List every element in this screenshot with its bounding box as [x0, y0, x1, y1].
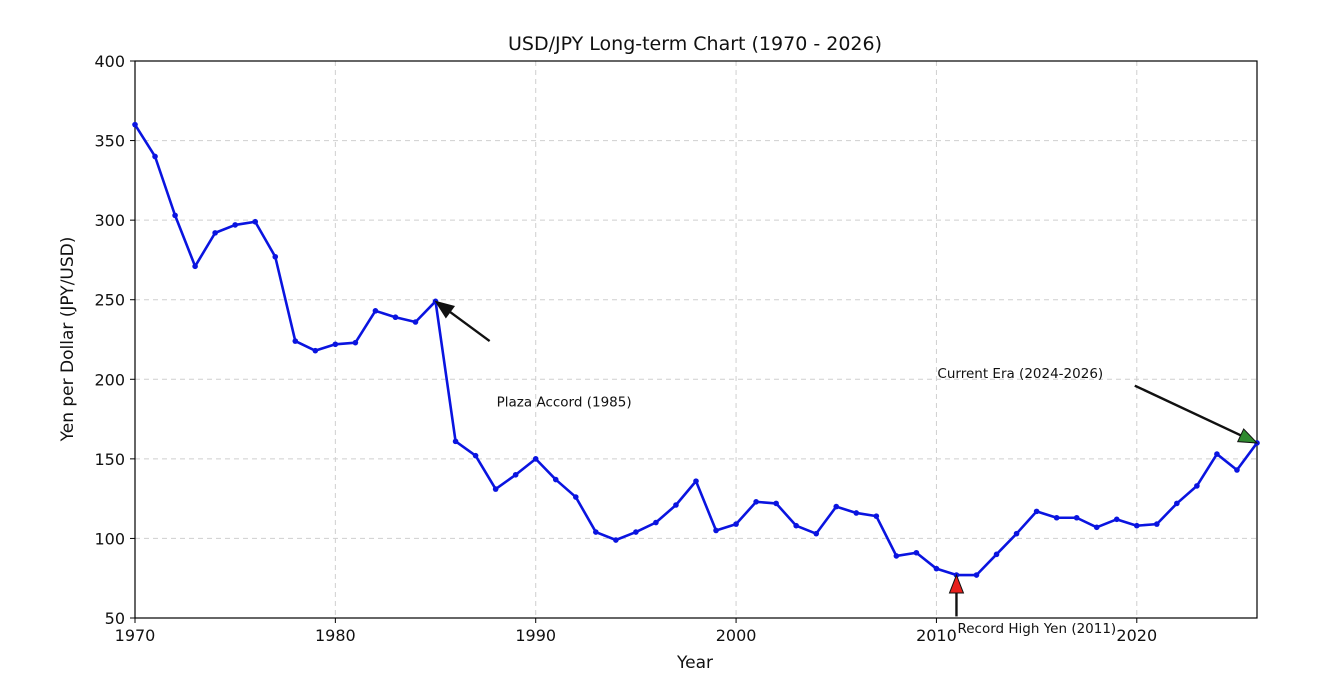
y-tick-label: 400: [94, 52, 125, 71]
data-point: [813, 530, 820, 537]
data-point: [613, 537, 619, 543]
data-point: [1194, 483, 1200, 489]
data-point: [152, 153, 158, 160]
data-point: [492, 486, 499, 492]
data-point: [572, 494, 579, 500]
data-point: [372, 308, 379, 314]
y-tick-label: 200: [94, 370, 125, 389]
y-tick-label: 300: [94, 211, 125, 230]
data-point: [793, 522, 799, 529]
data-point: [993, 551, 1000, 558]
annotation-arrow-shaft: [1134, 384, 1242, 437]
annotation-arrow-head: [434, 300, 456, 319]
x-tick-label: 1990: [515, 626, 556, 645]
annotations: Plaza Accord (1985) Record High Yen (2011…: [434, 300, 1259, 637]
data-point: [312, 347, 319, 354]
y-tick-label: 50: [105, 609, 125, 628]
data-point: [1113, 516, 1120, 523]
data-point: [192, 263, 198, 270]
series-layer: [132, 121, 1260, 578]
data-point: [472, 452, 479, 459]
data-point: [532, 456, 539, 462]
grid-lines: [134, 60, 1257, 619]
data-point: [552, 476, 559, 483]
data-point: [212, 230, 218, 236]
y-tick-label: 350: [94, 132, 125, 151]
data-point: [773, 500, 779, 507]
data-point: [833, 503, 840, 510]
plot-frame: [134, 60, 1258, 619]
axis-ticks: 1970 1980 1990 2000 2010 2020 50 100 150 200 250 30…: [94, 52, 1157, 645]
data-point: [352, 339, 359, 346]
series-line: [133, 123, 1259, 577]
data-point: [853, 510, 860, 516]
data-point: [1013, 530, 1020, 537]
y-tick-label: 100: [94, 529, 125, 548]
data-point: [913, 549, 920, 556]
data-point: [593, 529, 599, 535]
data-point: [673, 502, 679, 508]
data-point: [933, 565, 940, 572]
data-point: [132, 121, 138, 128]
x-tick-label: 1980: [315, 626, 356, 645]
data-point: [512, 471, 519, 478]
x-axis-label: Year: [676, 653, 713, 673]
data-point: [252, 218, 259, 225]
data-point: [893, 553, 900, 559]
data-point: [1174, 500, 1180, 507]
data-point: [1154, 521, 1160, 527]
data-point: [713, 527, 719, 534]
annotation-arrow-shaft: [449, 311, 491, 343]
chart-title: USD/JPY Long-term Chart (1970 - 2026): [508, 33, 882, 55]
data-point: [973, 572, 980, 578]
data-point: [1033, 508, 1040, 515]
annotation-label: Record High Yen (2011): [957, 621, 1116, 637]
data-point: [1073, 514, 1080, 521]
data-point: [332, 341, 339, 348]
data-point: [1093, 524, 1100, 531]
x-tick-label: 2000: [716, 626, 757, 645]
data-point: [653, 519, 659, 526]
annotation-label: Current Era (2024-2026): [937, 366, 1103, 382]
annotation-arrow-head: [948, 573, 965, 594]
data-point: [633, 529, 639, 535]
x-tick-label: 1970: [115, 626, 156, 645]
y-tick-label: 150: [94, 450, 125, 469]
annotation-arrow-head: [1236, 428, 1259, 444]
x-tick-label: 2020: [1116, 626, 1157, 645]
annotation-label: Plaza Accord (1985): [497, 395, 632, 411]
data-point: [412, 319, 419, 325]
data-point: [392, 314, 399, 321]
data-point: [1053, 514, 1060, 521]
data-point: [292, 338, 299, 344]
data-point: [1133, 522, 1140, 529]
x-tick-label: 2010: [916, 626, 957, 645]
data-point: [693, 478, 699, 484]
data-point: [172, 212, 178, 219]
data-point: [753, 499, 759, 505]
y-axis-label: Yen per Dollar (JPY/USD): [58, 237, 78, 443]
y-tick-label: 250: [94, 291, 125, 310]
data-point: [1234, 467, 1240, 473]
data-point: [272, 253, 279, 260]
data-point: [873, 513, 880, 519]
data-point: [232, 222, 238, 228]
data-point: [733, 521, 739, 527]
data-point: [1214, 451, 1220, 457]
data-point: [452, 438, 459, 445]
